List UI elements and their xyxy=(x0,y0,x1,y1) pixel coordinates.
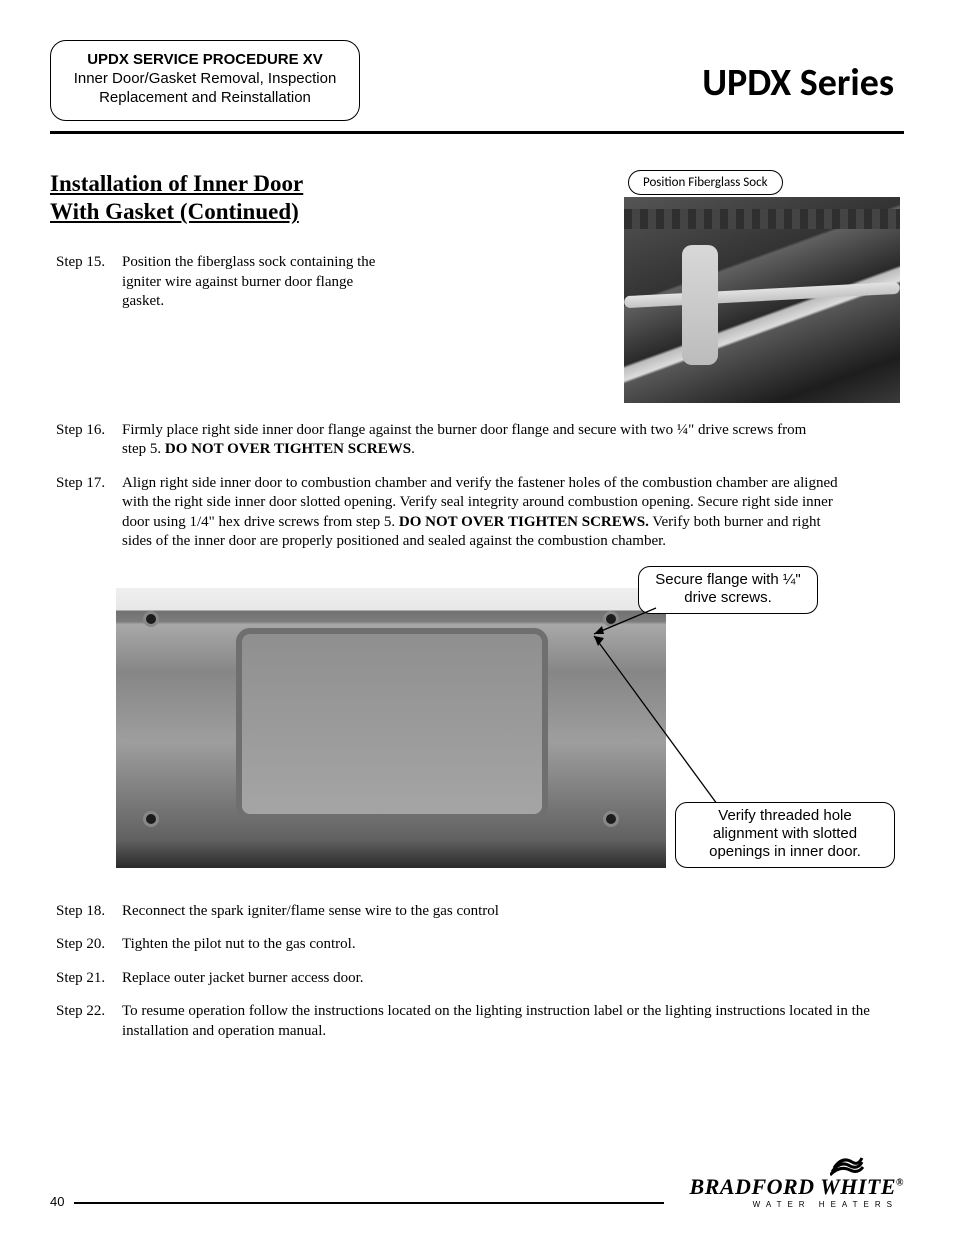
series-title: UPDX Series xyxy=(702,60,894,106)
step-body: Firmly place right side inner door flang… xyxy=(122,421,810,460)
step-label: Step 15. xyxy=(50,253,122,312)
step-body: To resume operation follow the instructi… xyxy=(122,1002,904,1041)
page: UPDX SERVICE PROCEDURE XV Inner Door/Gas… xyxy=(0,0,954,1235)
header-row: UPDX SERVICE PROCEDURE XV Inner Door/Gas… xyxy=(50,40,904,121)
section-heading-line1: Installation of Inner Door xyxy=(50,171,303,196)
figure-large-wrap: Secure flange with ¼" drive screws. Veri… xyxy=(90,566,900,876)
step-bold: DO NOT OVER TIGHTEN SCREWS. xyxy=(399,514,649,530)
leader-line-icon xyxy=(590,632,740,812)
content-area: Installation of Inner Door With Gasket (… xyxy=(50,170,904,1042)
brand-block: BRADFORD WHITE® WATER HEATERS xyxy=(690,1152,904,1209)
step-body: Align right side inner door to combustio… xyxy=(122,474,840,552)
footer: 40 BRADFORD WHITE® WATER HEATERS xyxy=(50,1152,904,1209)
step-text-b: . xyxy=(411,441,415,457)
step-label: Step 21. xyxy=(50,969,122,989)
step-body: Replace outer jacket burner access door. xyxy=(122,969,904,989)
step-bold: DO NOT OVER TIGHTEN SCREWS xyxy=(165,441,411,457)
top-row: Installation of Inner Door With Gasket (… xyxy=(50,170,904,403)
step-22: Step 22. To resume operation follow the … xyxy=(50,1002,904,1041)
brand-logo-icon xyxy=(830,1152,864,1176)
header-rule xyxy=(50,131,904,134)
step-label: Step 17. xyxy=(50,474,122,552)
section-heading-line2: With Gasket (Continued) xyxy=(50,199,299,224)
step-body: Tighten the pilot nut to the gas control… xyxy=(122,935,904,955)
figure-small-wrap: Position Fiberglass Sock xyxy=(624,170,904,403)
procedure-subtitle-line1: Inner Door/Gasket Removal, Inspection xyxy=(67,70,343,89)
callout-verify-hole: Verify threaded hole alignment with slot… xyxy=(675,802,895,868)
step-label: Step 20. xyxy=(50,935,122,955)
step-label: Step 22. xyxy=(50,1002,122,1041)
procedure-subtitle-line2: Replacement and Reinstallation xyxy=(67,89,343,108)
callout-secure-flange: Secure flange with ¼" drive screws. xyxy=(638,566,818,614)
step-15: Step 15. Position the fiberglass sock co… xyxy=(50,253,380,312)
photo-small xyxy=(624,197,900,403)
step-label: Step 16. xyxy=(50,421,122,460)
brand-name-text: BRADFORD WHITE xyxy=(690,1174,896,1199)
step-20: Step 20. Tighten the pilot nut to the ga… xyxy=(50,935,904,955)
procedure-box: UPDX SERVICE PROCEDURE XV Inner Door/Gas… xyxy=(50,40,360,121)
step-body: Reconnect the spark igniter/flame sense … xyxy=(122,902,904,922)
registered-icon: ® xyxy=(896,1178,904,1189)
section-heading: Installation of Inner Door With Gasket (… xyxy=(50,170,584,228)
step-17: Step 17. Align right side inner door to … xyxy=(50,474,840,552)
step-21: Step 21. Replace outer jacket burner acc… xyxy=(50,969,904,989)
photo-wire-detail xyxy=(624,281,900,307)
step-body: Position the fiberglass sock containing … xyxy=(122,253,380,312)
brand-subtitle: WATER HEATERS xyxy=(690,1200,898,1209)
step-18: Step 18. Reconnect the spark igniter/fla… xyxy=(50,902,904,922)
photo-large xyxy=(116,588,666,868)
procedure-title: UPDX SERVICE PROCEDURE XV xyxy=(67,51,343,68)
page-number: 40 xyxy=(50,1194,64,1209)
callout-fiberglass-sock: Position Fiberglass Sock xyxy=(628,170,783,195)
step-label: Step 18. xyxy=(50,902,122,922)
step-16: Step 16. Firmly place right side inner d… xyxy=(50,421,810,460)
page-number-wrap: 40 xyxy=(50,1194,664,1209)
brand-name: BRADFORD WHITE® xyxy=(690,1174,904,1200)
footer-rule xyxy=(74,1202,664,1204)
